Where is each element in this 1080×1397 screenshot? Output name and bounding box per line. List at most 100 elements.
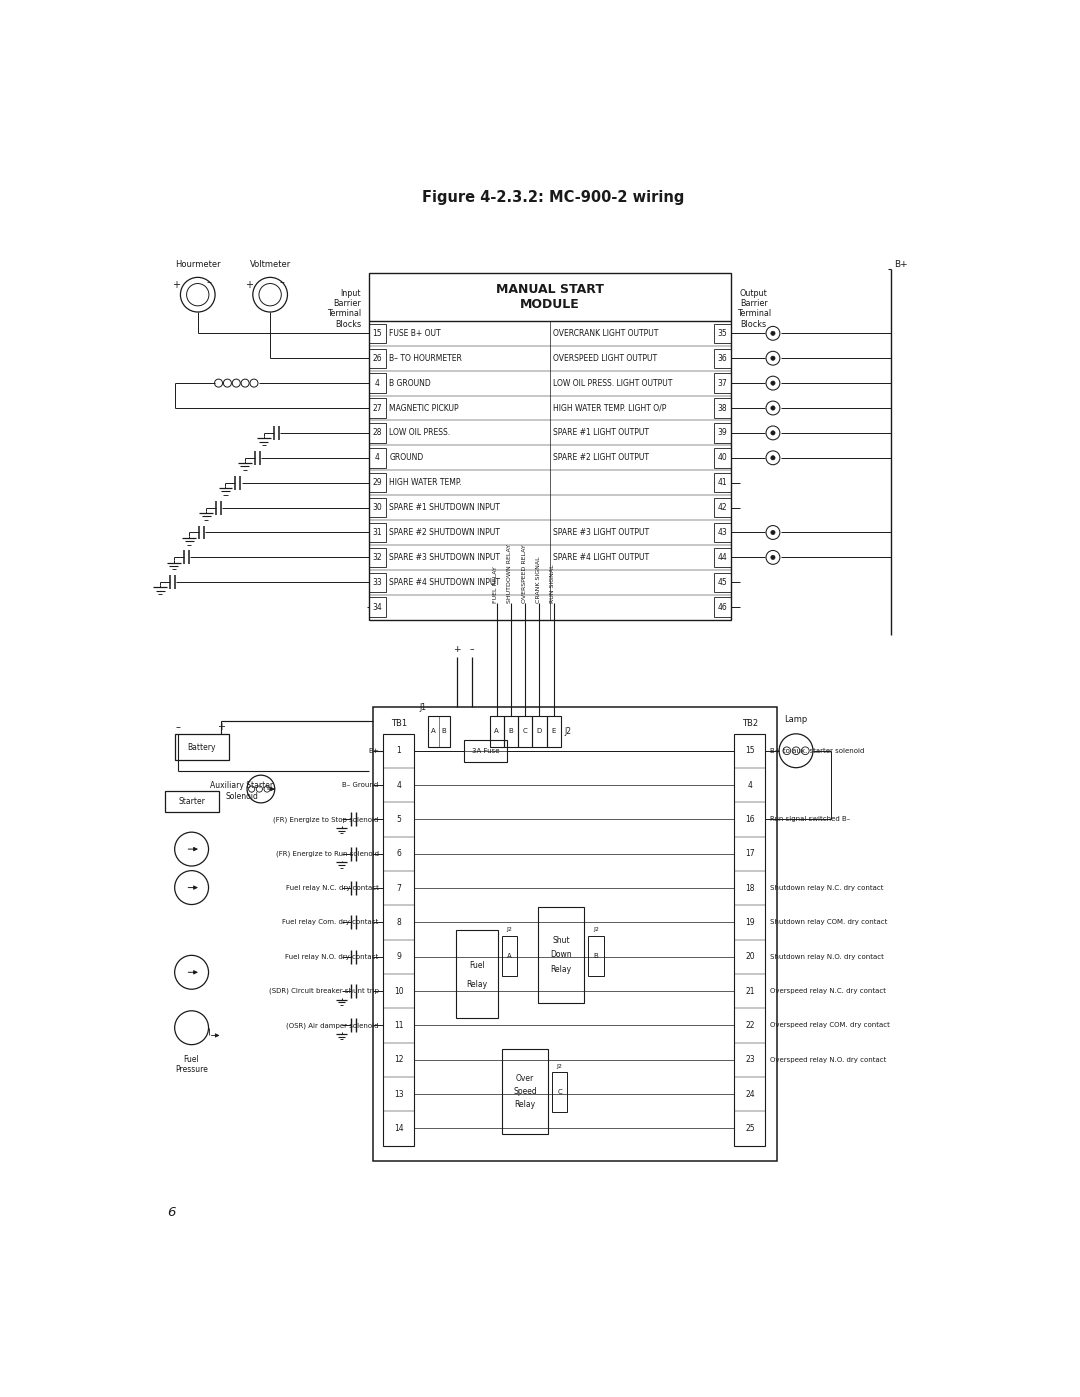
Bar (714, 448, 730, 468)
Circle shape (801, 747, 809, 754)
Text: 21: 21 (745, 986, 755, 996)
Circle shape (766, 550, 780, 564)
Text: 46: 46 (717, 602, 727, 612)
Text: 28: 28 (373, 429, 382, 437)
Text: J2: J2 (565, 726, 571, 736)
Bar (456, 930, 498, 1018)
Bar (714, 522, 730, 542)
Text: 13: 13 (394, 1090, 404, 1098)
Text: MANUAL START
MODULE: MANUAL START MODULE (496, 284, 604, 312)
Text: SPARE #3 LIGHT OUTPUT: SPARE #3 LIGHT OUTPUT (553, 528, 650, 536)
Bar (489, 715, 504, 746)
Text: 6: 6 (396, 849, 401, 858)
Text: A: A (508, 953, 512, 960)
Text: Output
Barrier
Terminal
Blocks: Output Barrier Terminal Blocks (737, 289, 771, 328)
Text: 31: 31 (373, 528, 382, 536)
Text: +: + (217, 722, 225, 732)
Text: –: – (207, 277, 212, 286)
Text: SPARE #3 SHUTDOWN INPUT: SPARE #3 SHUTDOWN INPUT (390, 553, 500, 562)
Text: Figure 4-2.3.2: MC-900-2 wiring: Figure 4-2.3.2: MC-900-2 wiring (422, 190, 685, 205)
Text: 4: 4 (375, 379, 379, 387)
Circle shape (771, 430, 775, 434)
Bar (368, 497, 386, 517)
Text: J2: J2 (593, 928, 598, 932)
Text: (OSR) Air damper solenoid: (OSR) Air damper solenoid (286, 1023, 379, 1028)
Bar (504, 715, 518, 746)
Text: –: – (280, 277, 284, 286)
Bar (368, 598, 386, 617)
Bar (546, 715, 561, 746)
Circle shape (771, 356, 775, 360)
Text: Down: Down (551, 950, 572, 960)
Text: 35: 35 (717, 328, 727, 338)
Text: 8: 8 (396, 918, 401, 926)
Text: 44: 44 (717, 553, 727, 562)
Text: SPARE #2 SHUTDOWN INPUT: SPARE #2 SHUTDOWN INPUT (390, 528, 500, 536)
Bar (714, 373, 730, 393)
Text: TB2: TB2 (742, 719, 758, 728)
Text: Overspeed relay COM. dry contact: Overspeed relay COM. dry contact (770, 1023, 890, 1028)
Text: 38: 38 (717, 404, 727, 412)
Text: A: A (431, 728, 435, 735)
Bar (552, 1073, 567, 1112)
Text: 43: 43 (717, 528, 727, 536)
Bar (714, 573, 730, 592)
Circle shape (766, 451, 780, 465)
Bar (368, 373, 386, 393)
Text: 7: 7 (396, 883, 401, 893)
Bar (502, 1049, 549, 1134)
Text: Fuel relay N.O. dry contact: Fuel relay N.O. dry contact (285, 954, 379, 960)
Text: Hourmeter: Hourmeter (175, 260, 220, 270)
Text: 10: 10 (394, 986, 404, 996)
Text: 24: 24 (745, 1090, 755, 1098)
Circle shape (249, 379, 258, 387)
Text: –: – (175, 722, 180, 732)
Circle shape (248, 787, 255, 792)
Text: C: C (557, 1090, 562, 1095)
Bar (164, 791, 218, 812)
Circle shape (224, 379, 231, 387)
Circle shape (187, 284, 208, 306)
Text: B+ to aux. starter solenoid: B+ to aux. starter solenoid (770, 747, 864, 754)
Circle shape (253, 278, 287, 312)
Text: 9: 9 (396, 953, 401, 961)
Text: Shutdown relay N.C. dry contact: Shutdown relay N.C. dry contact (770, 886, 883, 891)
Circle shape (771, 381, 775, 386)
Text: GROUND: GROUND (390, 453, 423, 462)
Bar (368, 324, 386, 344)
Bar (502, 936, 517, 977)
Bar (368, 448, 386, 468)
Text: HIGH WATER TEMP. LIGHT O/P: HIGH WATER TEMP. LIGHT O/P (553, 404, 666, 412)
Text: Auxiliary Starter
Solenoid: Auxiliary Starter Solenoid (211, 781, 273, 800)
Text: J2: J2 (507, 928, 513, 932)
Text: 3A Fuse: 3A Fuse (472, 747, 499, 754)
Circle shape (256, 787, 262, 792)
Bar (368, 348, 386, 367)
Text: (SDR) Circuit breaker shunt trip: (SDR) Circuit breaker shunt trip (269, 988, 379, 995)
Circle shape (771, 455, 775, 460)
Text: 20: 20 (745, 953, 755, 961)
Text: B– TO HOURMETER: B– TO HOURMETER (390, 353, 462, 363)
Text: 41: 41 (717, 478, 727, 488)
Text: 15: 15 (745, 746, 755, 756)
Circle shape (241, 379, 249, 387)
Text: OVERSPEED LIGHT OUTPUT: OVERSPEED LIGHT OUTPUT (553, 353, 658, 363)
Text: Lamp: Lamp (784, 715, 808, 724)
Text: RUN SIGNAL: RUN SIGNAL (550, 564, 555, 602)
Text: SPARE #1 SHUTDOWN INPUT: SPARE #1 SHUTDOWN INPUT (390, 503, 500, 513)
Text: 16: 16 (745, 814, 755, 824)
Circle shape (175, 870, 208, 904)
Text: Over: Over (516, 1074, 535, 1084)
Bar (368, 474, 386, 492)
Text: 32: 32 (373, 553, 382, 562)
Text: 17: 17 (745, 849, 755, 858)
Text: SHUTDOWN RELAY: SHUTDOWN RELAY (508, 543, 512, 602)
Bar (368, 274, 730, 620)
Circle shape (766, 525, 780, 539)
Circle shape (180, 278, 215, 312)
Text: B GROUND: B GROUND (390, 379, 431, 387)
Circle shape (175, 956, 208, 989)
Text: Fuel
Pressure: Fuel Pressure (175, 1055, 208, 1074)
Bar (532, 715, 546, 746)
Bar (734, 733, 766, 1146)
